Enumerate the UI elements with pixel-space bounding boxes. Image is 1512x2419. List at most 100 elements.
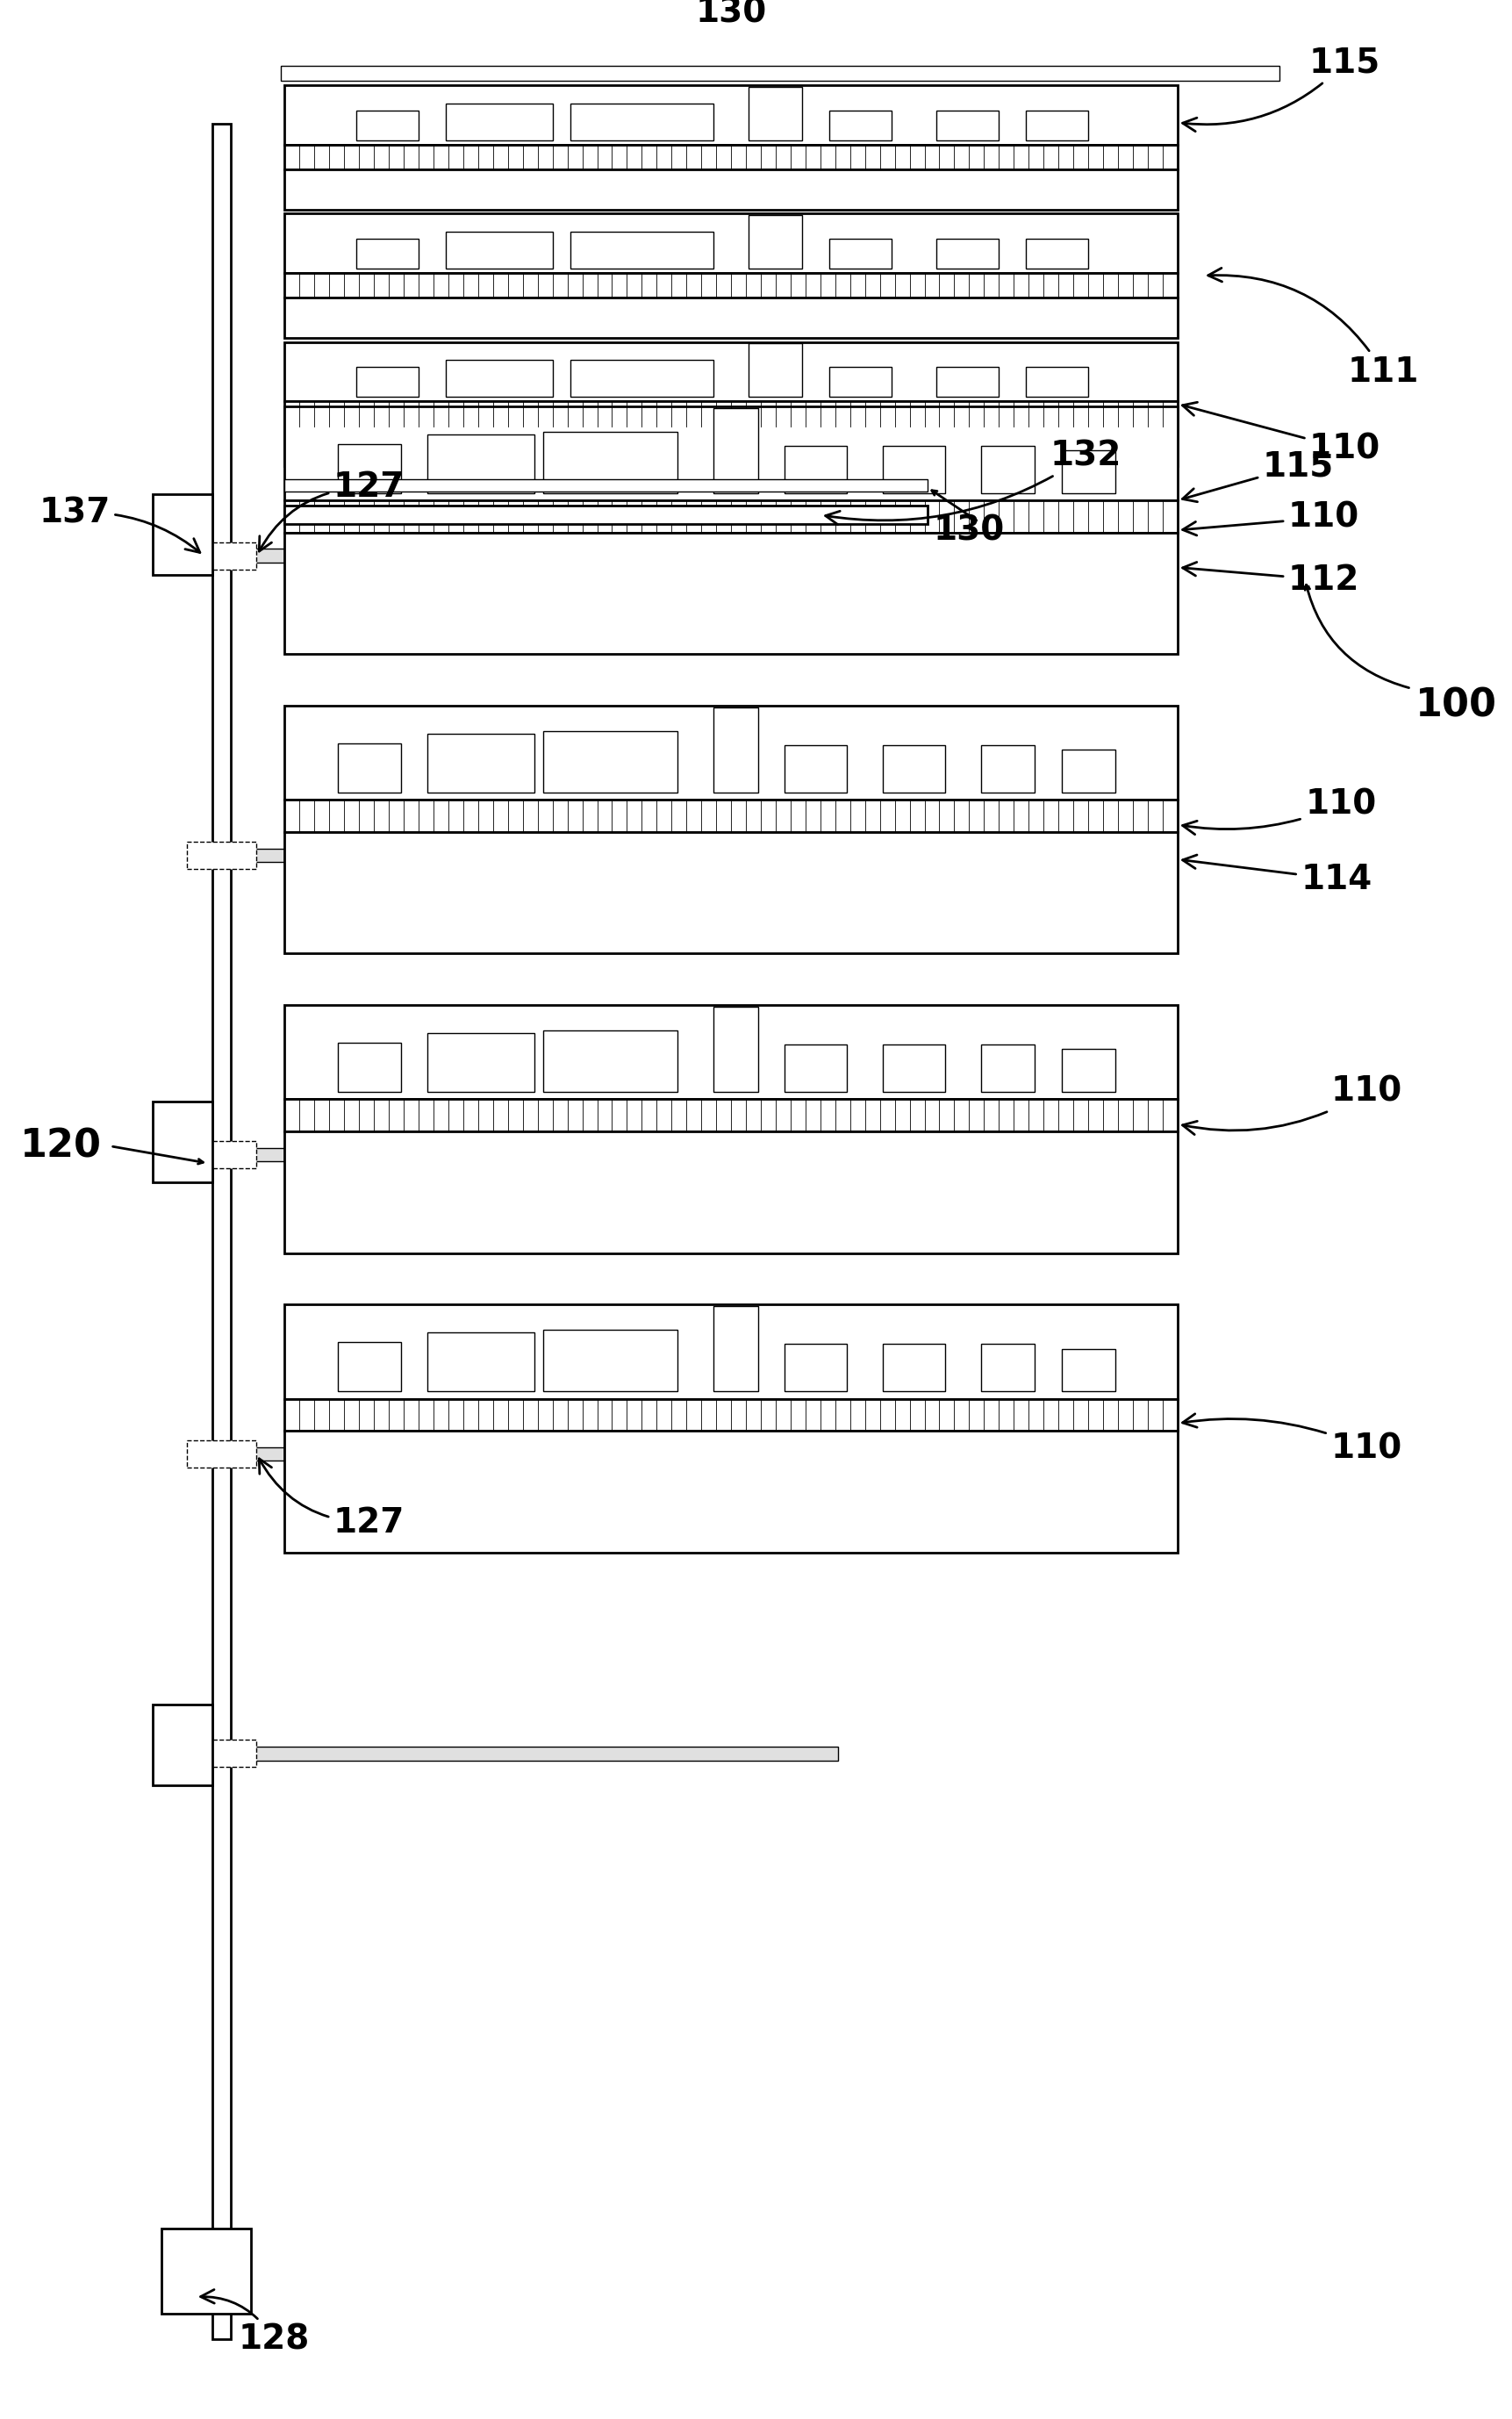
Bar bbox=[785, 445, 847, 493]
Bar bbox=[1061, 750, 1114, 793]
Bar bbox=[883, 445, 945, 493]
Bar bbox=[1025, 368, 1089, 397]
Bar bbox=[428, 435, 535, 493]
Bar bbox=[544, 431, 677, 493]
Bar bbox=[714, 1306, 758, 1391]
Bar bbox=[1061, 1350, 1114, 1391]
Bar bbox=[284, 1304, 1178, 1398]
Bar bbox=[748, 87, 803, 140]
Bar bbox=[748, 343, 803, 397]
Bar bbox=[714, 409, 758, 493]
Bar bbox=[829, 111, 892, 140]
Bar bbox=[284, 501, 1178, 532]
Bar bbox=[785, 745, 847, 793]
Text: 110: 110 bbox=[1182, 789, 1376, 835]
Bar bbox=[428, 1333, 535, 1391]
Bar bbox=[187, 1739, 257, 1768]
Bar bbox=[231, 1149, 838, 1161]
Bar bbox=[284, 273, 1178, 298]
Bar bbox=[428, 733, 535, 793]
Bar bbox=[153, 1705, 213, 1785]
Bar bbox=[284, 479, 927, 491]
Text: 130: 130 bbox=[933, 513, 1004, 547]
Bar bbox=[936, 239, 999, 269]
Bar bbox=[284, 801, 1178, 832]
Bar bbox=[284, 298, 1178, 339]
Bar bbox=[231, 1447, 838, 1461]
Bar bbox=[231, 549, 838, 564]
Bar bbox=[981, 1045, 1034, 1091]
Bar bbox=[187, 1142, 257, 1168]
Bar bbox=[231, 849, 838, 861]
Bar bbox=[883, 1345, 945, 1391]
Bar bbox=[284, 532, 1178, 653]
Bar bbox=[187, 1439, 257, 1468]
Text: 130: 130 bbox=[696, 0, 767, 29]
Bar bbox=[153, 493, 213, 576]
Bar bbox=[428, 1033, 535, 1091]
Bar bbox=[1061, 450, 1114, 493]
Bar bbox=[829, 239, 892, 269]
Bar bbox=[1025, 111, 1089, 140]
Bar bbox=[284, 426, 1178, 467]
Text: 128: 128 bbox=[201, 2291, 310, 2356]
Text: 110: 110 bbox=[1182, 402, 1380, 464]
Bar bbox=[284, 169, 1178, 210]
Bar bbox=[357, 239, 419, 269]
Text: 127: 127 bbox=[259, 1459, 405, 1538]
Bar bbox=[339, 743, 401, 793]
Bar bbox=[284, 402, 1178, 426]
Bar bbox=[544, 1330, 677, 1391]
Text: 137: 137 bbox=[39, 496, 200, 552]
Text: 114: 114 bbox=[1182, 854, 1371, 895]
Bar bbox=[284, 706, 1178, 801]
Bar bbox=[714, 706, 758, 793]
Bar bbox=[339, 1343, 401, 1391]
Text: 111: 111 bbox=[1208, 269, 1418, 389]
Bar bbox=[284, 1132, 1178, 1253]
Bar bbox=[339, 1043, 401, 1091]
Text: 115: 115 bbox=[1182, 46, 1380, 131]
Bar bbox=[936, 368, 999, 397]
Bar bbox=[231, 1747, 838, 1761]
Bar bbox=[1061, 1050, 1114, 1091]
Bar bbox=[544, 731, 677, 793]
Bar bbox=[284, 506, 927, 525]
Bar bbox=[153, 1101, 213, 1183]
Bar bbox=[936, 111, 999, 140]
Bar bbox=[284, 1004, 1178, 1098]
Bar bbox=[284, 406, 1178, 501]
Bar bbox=[446, 232, 552, 269]
Bar bbox=[213, 123, 231, 2339]
Bar bbox=[785, 1345, 847, 1391]
Bar bbox=[284, 145, 1178, 169]
Bar bbox=[284, 1098, 1178, 1132]
Bar bbox=[284, 1398, 1178, 1432]
Bar bbox=[162, 2228, 251, 2315]
Bar bbox=[883, 1045, 945, 1091]
Bar bbox=[1025, 239, 1089, 269]
Text: 100: 100 bbox=[1415, 687, 1497, 723]
Bar bbox=[883, 745, 945, 793]
Bar bbox=[446, 360, 552, 397]
Bar bbox=[280, 65, 1279, 80]
Text: 127: 127 bbox=[259, 472, 405, 552]
Text: 115: 115 bbox=[1182, 450, 1334, 501]
Bar bbox=[570, 360, 714, 397]
Bar bbox=[284, 213, 1178, 273]
Bar bbox=[357, 368, 419, 397]
Bar bbox=[829, 368, 892, 397]
Bar bbox=[284, 1432, 1178, 1553]
Bar bbox=[284, 832, 1178, 953]
Text: 132: 132 bbox=[826, 440, 1122, 525]
Bar bbox=[714, 1006, 758, 1091]
Bar bbox=[187, 842, 257, 868]
Text: 112: 112 bbox=[1182, 561, 1359, 597]
Bar bbox=[981, 445, 1034, 493]
Text: 110: 110 bbox=[1182, 1074, 1402, 1135]
Text: 110: 110 bbox=[1182, 501, 1359, 535]
Bar bbox=[544, 1030, 677, 1091]
Bar bbox=[339, 443, 401, 493]
Bar bbox=[570, 104, 714, 140]
Text: 110: 110 bbox=[1182, 1413, 1402, 1466]
